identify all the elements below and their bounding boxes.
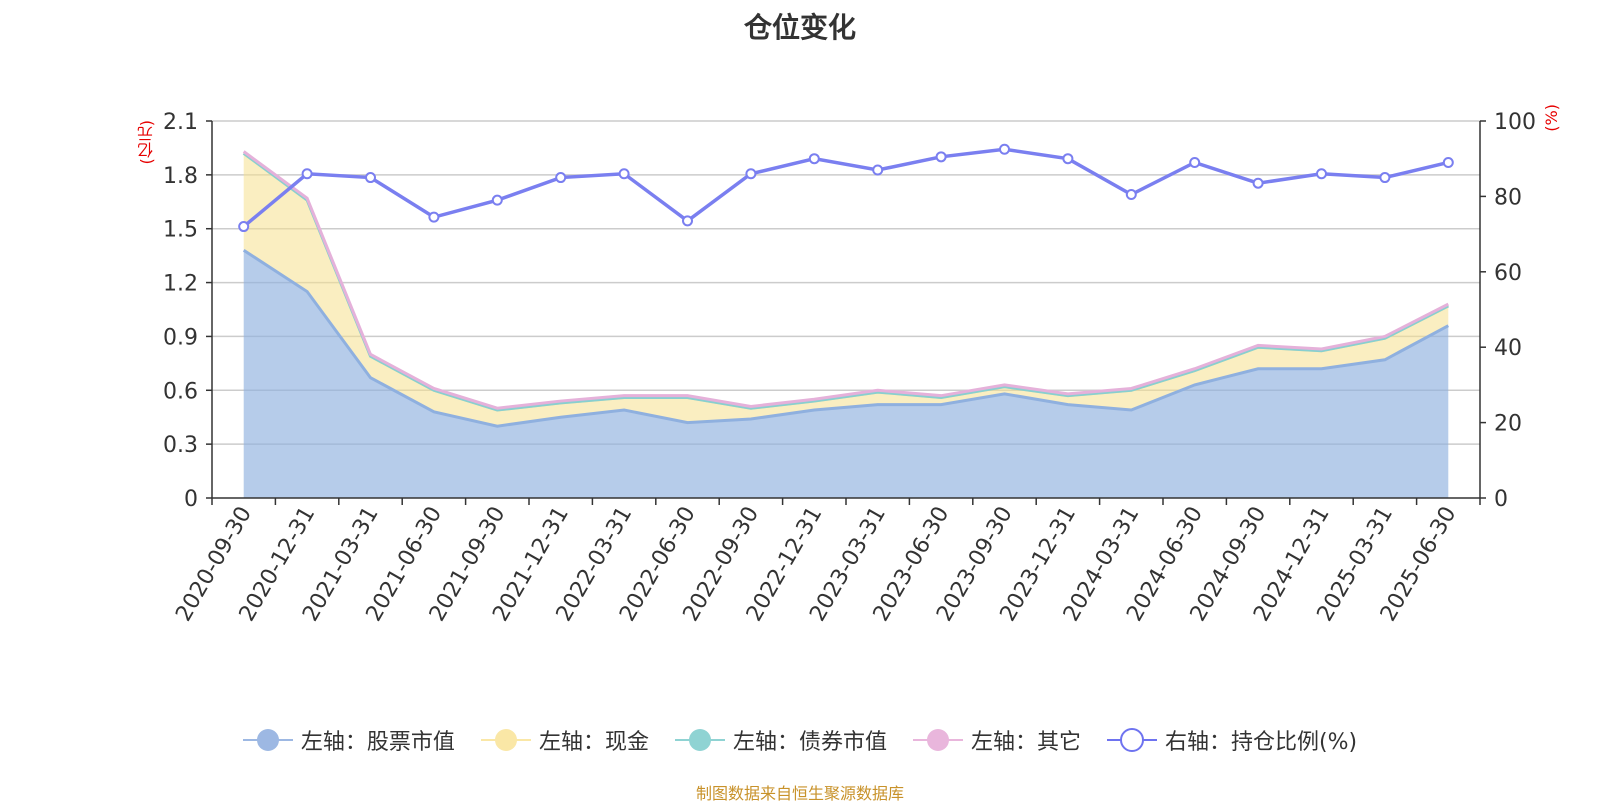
ratio-line — [242, 147, 1449, 228]
right-tick-label: 80 — [1494, 185, 1522, 210]
ratio-point — [808, 153, 820, 165]
legend: 左轴：股票市值 左轴：现金 左轴：债券市值 左轴：其它 右轴：持仓比例(%) — [0, 724, 1600, 756]
ratio-point — [745, 168, 757, 180]
legend-item[interactable]: 左轴：股票市值 — [242, 724, 455, 756]
ratio-point — [1442, 156, 1454, 168]
legend-label: 右轴：持仓比例(%) — [1164, 730, 1358, 755]
legend-marker-icon — [1106, 728, 1157, 752]
legend-marker-icon — [912, 729, 963, 751]
right-tick-label: 20 — [1494, 412, 1522, 437]
bond-line — [242, 152, 1449, 412]
data-source-note: 制图数据来自恒生聚源数据库 — [695, 784, 904, 803]
right-tick-label: 60 — [1494, 261, 1522, 286]
ratio-point — [491, 194, 503, 206]
left-tick-label: 1.2 — [163, 272, 198, 297]
legend-marker-icon — [242, 729, 293, 751]
ratio-point — [1062, 153, 1074, 165]
left-tick-label: 0.9 — [163, 325, 198, 350]
right-tick-label: 100 — [1494, 110, 1536, 135]
ratio-point — [935, 151, 947, 163]
ratio-point — [555, 172, 567, 184]
left-tick-label: 2.1 — [163, 110, 198, 135]
stock-area — [243, 250, 1449, 498]
legend-item[interactable]: 左轴：现金 — [480, 724, 649, 756]
ratio-point — [682, 215, 693, 227]
ratio-point — [1316, 168, 1327, 180]
left-tick-label: 1.5 — [163, 218, 198, 243]
ratio-point — [428, 211, 440, 223]
chart-title: 仓位变化 — [743, 11, 856, 44]
ratio-point — [365, 172, 376, 184]
legend-item[interactable]: 左轴：其它 — [912, 724, 1081, 756]
legend-label: 左轴：其它 — [970, 730, 1081, 755]
right-tick-label: 40 — [1494, 336, 1522, 361]
legend-marker-icon — [480, 729, 531, 751]
right-tick-label: 0 — [1494, 487, 1508, 512]
left-tick-label: 0 — [184, 487, 198, 512]
ratio-point — [1125, 189, 1137, 201]
left-tick-label: 1.8 — [163, 164, 198, 189]
legend-label: 左轴：债券市值 — [732, 730, 887, 755]
ratio-point — [872, 164, 884, 176]
ratio-point — [618, 168, 630, 180]
legend-item[interactable]: 右轴：持仓比例(%) — [1106, 724, 1358, 756]
ratio-point — [999, 143, 1010, 155]
ratio-point — [238, 221, 250, 233]
left-tick-label: 0.3 — [163, 433, 198, 458]
ratio-point — [1252, 177, 1264, 189]
legend-item[interactable]: 左轴：债券市值 — [674, 724, 887, 756]
legend-label: 左轴：现金 — [538, 730, 649, 755]
legend-marker-icon — [674, 729, 725, 751]
legend-label: 左轴：股票市值 — [300, 730, 455, 755]
other-line — [242, 150, 1449, 410]
ratio-point — [301, 168, 313, 180]
ratio-point — [1379, 172, 1391, 184]
ratio-point — [1189, 156, 1201, 168]
left-tick-label: 0.6 — [163, 379, 198, 404]
stock-line — [242, 249, 1450, 428]
